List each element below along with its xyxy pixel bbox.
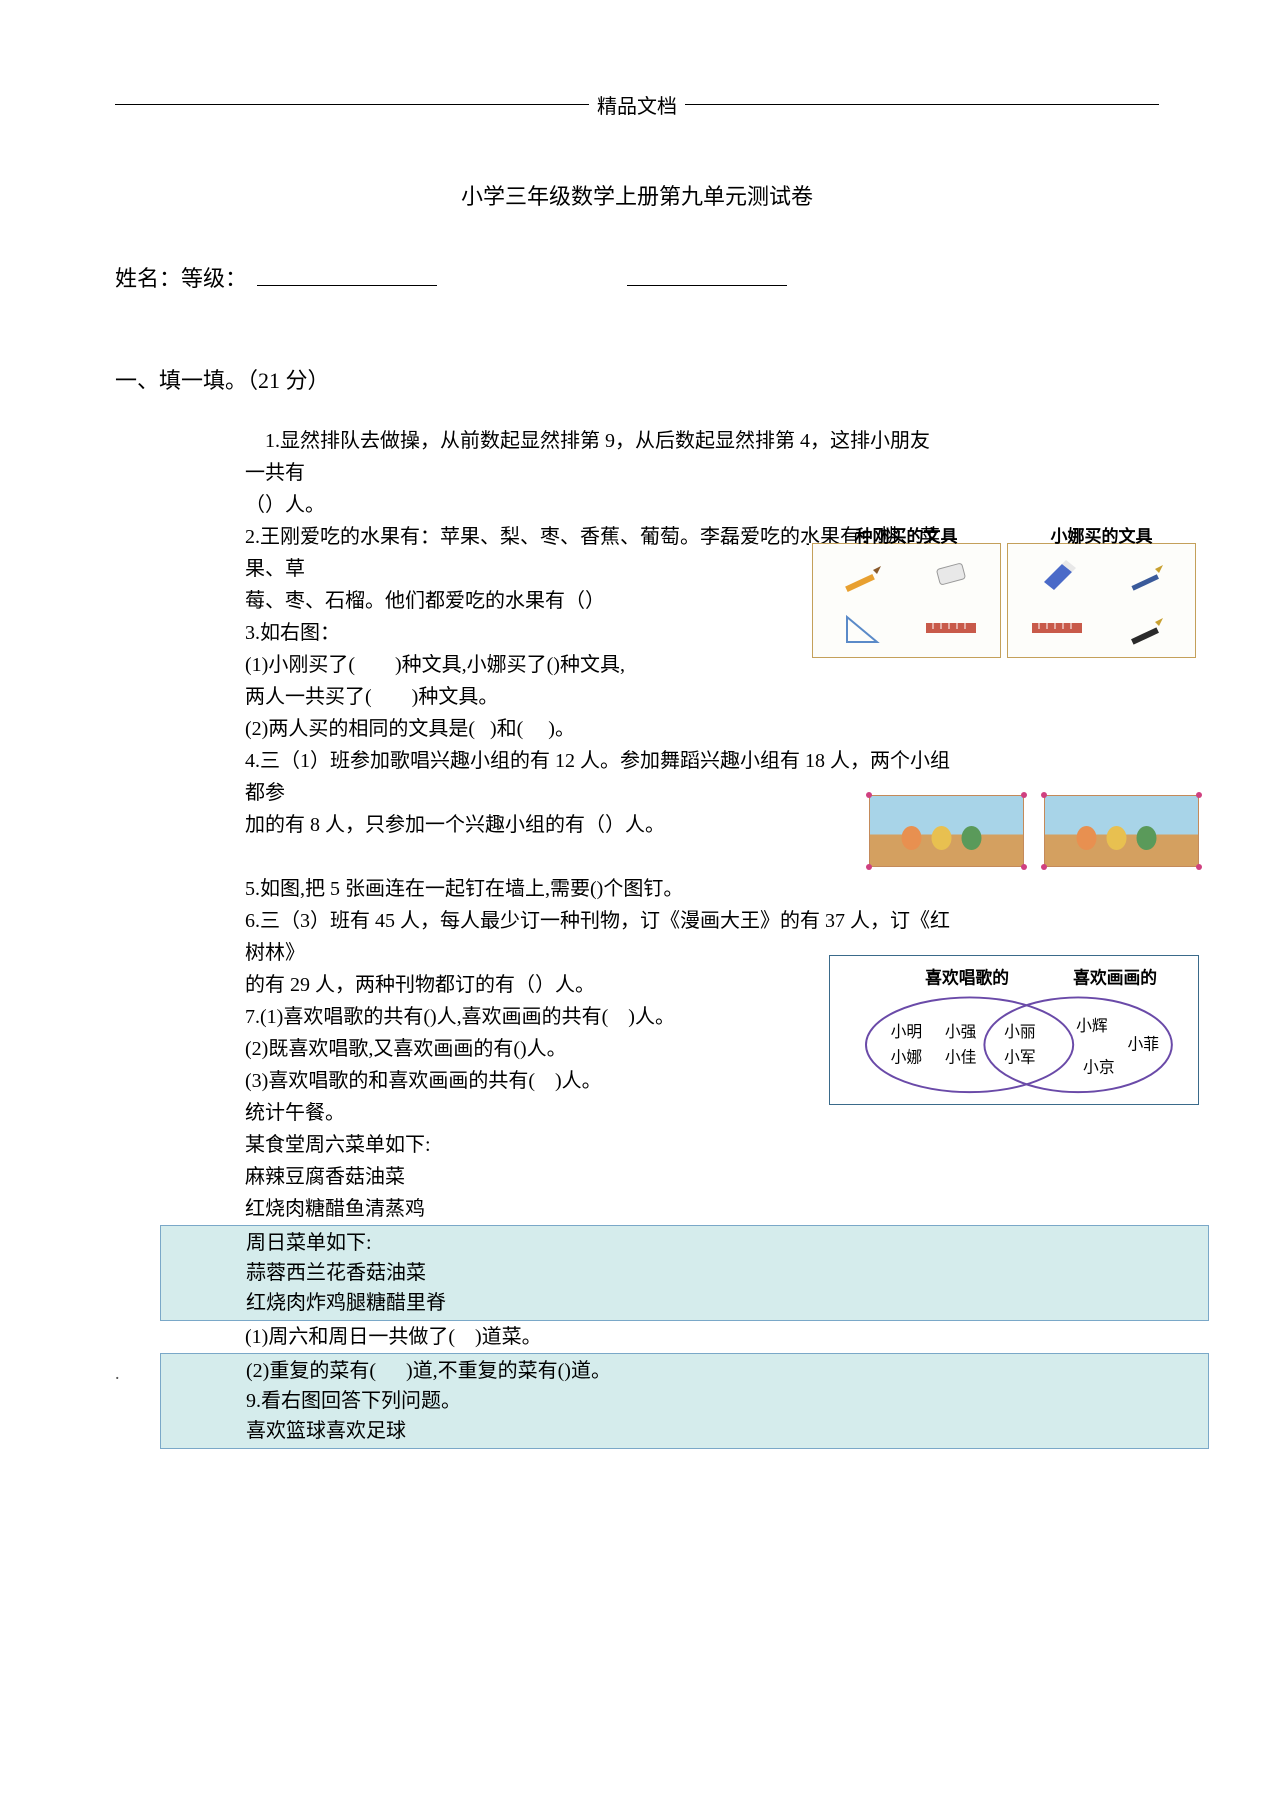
q8-line4: 周日菜单如下: [246,1228,1208,1258]
q1-line2: 一共有 [245,457,1159,489]
stationery-right-items [1008,544,1195,657]
exam-title: 小学三年级数学上册第九单元测试卷 [115,179,1159,211]
ruler2-icon [1014,603,1100,652]
q4-line1: 4.三（1）班参加歌唱兴趣小组的有 12 人。参加舞蹈兴趣小组有 18 人，两个… [245,745,1159,777]
venn-name: 小娜 [891,1049,923,1067]
q3-line3: 两人一共买了( )种文具。 [245,681,1159,713]
highlight-box-2: (2)重复的菜有( )道,不重复的菜有()道。 9.看右图回答下列问题。 喜欢篮… [160,1353,1209,1449]
pen-black-icon [1104,603,1190,652]
q8-line3: 红烧肉糖醋鱼清蒸鸡 [245,1193,1159,1225]
venn-name: 小明 [891,1023,923,1041]
ruler-icon [909,603,995,652]
venn-name: 小丽 [1004,1023,1036,1041]
paintings-figure [869,795,1199,867]
q1-line3: （）人。 [245,489,1159,521]
pin-icon [1041,792,1047,798]
q6-line1: 6.三（3）班有 45 人，每人最少订一种刊物，订《漫画大王》的有 37 人，订… [245,905,1159,937]
pin-icon [1196,864,1202,870]
grade-blank [627,285,787,286]
pencil-icon [819,550,905,599]
scene-icon [1045,796,1198,866]
stationery-right-title: 小娜买的文具 [1008,522,1195,547]
q8-line8: (2)重复的菜有( )道,不重复的菜有()道。 [246,1356,1208,1386]
painting-1 [869,795,1024,867]
venn-name: 小佳 [945,1049,977,1067]
pin-icon [1021,792,1027,798]
pen-blue-icon [1104,550,1190,599]
venn-name: 小辉 [1076,1017,1108,1035]
header-label: 精品文档 [589,90,685,119]
venn-diagram: 喜欢唱歌的 喜欢画画的 小明 小强 小娜 小佳 小丽 小军 小辉 小菲 小京 [830,956,1198,1104]
venn-name: 小军 [1004,1049,1036,1067]
eraser-icon [909,550,995,599]
stationery-left-panel: 种刚买的文具 [812,543,1001,658]
header-line-right [685,104,1159,105]
scene-icon [870,796,1023,866]
venn-name: 小菲 [1127,1036,1159,1054]
triangle-ruler-icon [819,603,905,652]
pin-icon [1021,864,1027,870]
questions-block: 1.显然排队去做操，从前数起显然排第 9，从后数起显然排第 4，这排小朋友 一共… [245,425,1159,1449]
name-blank [257,285,437,286]
stationery-right-panel: 小娜买的文具 [1007,543,1196,658]
q9-line1: 9.看右图回答下列问题。 [246,1386,1208,1416]
name-label: 姓名： [115,261,181,293]
venn-name: 小京 [1083,1058,1115,1076]
pin-icon [1196,792,1202,798]
q3-line4: (2)两人买的相同的文具是( )和( )。 [245,713,1159,745]
stationery-left-items [813,544,1000,657]
pin-icon [866,864,872,870]
page: 精品文档 小学三年级数学上册第九单元测试卷 姓名：等级： 一、填一填。（21 分… [0,0,1274,1449]
pin-icon [1041,864,1047,870]
pin-icon [866,792,872,798]
eraser2-icon [1014,550,1100,599]
header-line-left [115,104,589,105]
venn-figure: 喜欢唱歌的 喜欢画画的 小明 小强 小娜 小佳 小丽 小军 小辉 小菲 小京 [829,955,1199,1105]
q5-line1: 5.如图,把 5 张画连在一起钉在墙上,需要()个图钉。 [245,873,1159,905]
q9-line2: 喜欢篮球喜欢足球 [246,1416,1208,1446]
q8-line2: 麻辣豆腐香菇油菜 [245,1161,1159,1193]
stationery-figure: 种刚买的文具 小娜买的文具 [809,543,1199,658]
q8-line7: (1)周六和周日一共做了( )道菜。 [245,1321,1159,1353]
highlight-box-1: 周日菜单如下: 蒜蓉西兰花香菇油菜 红烧肉炸鸡腿糖醋里脊 [160,1225,1209,1321]
venn-right-label: 喜欢画画的 [1073,968,1157,988]
footer-mark: . [115,1363,120,1384]
meta-line: 姓名：等级： [115,261,1159,293]
q8-line6: 红烧肉炸鸡腿糖醋里脊 [246,1288,1208,1318]
header-rule: 精品文档 [115,90,1159,119]
venn-name: 小强 [945,1023,977,1041]
grade-label: 等级： [181,261,247,293]
q8-line5: 蒜蓉西兰花香菇油菜 [246,1258,1208,1288]
stationery-left-title: 种刚买的文具 [813,522,1000,547]
q8-line1: 某食堂周六菜单如下: [245,1129,1159,1161]
q1-line1: 1.显然排队去做操，从前数起显然排第 9，从后数起显然排第 4，这排小朋友 [245,425,1159,457]
section-1-heading: 一、填一填。（21 分） [115,363,1159,395]
venn-left-label: 喜欢唱歌的 [925,968,1009,988]
painting-2 [1044,795,1199,867]
